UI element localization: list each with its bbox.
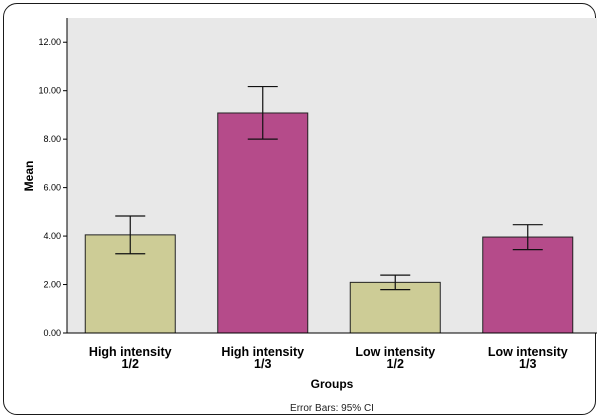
y-tick-label: 6.00 — [43, 183, 61, 193]
y-tick-label: 12.00 — [38, 37, 61, 47]
bar — [217, 112, 309, 334]
x-category-label: 1/3 — [519, 357, 536, 371]
bar — [349, 281, 441, 334]
y-axis-title: Mean — [22, 161, 36, 192]
error-bars-note: Error Bars: 95% CI — [290, 403, 374, 414]
y-tick-label: 8.00 — [43, 134, 61, 144]
x-category-label: High intensity — [89, 345, 172, 359]
y-tick-label: 0.00 — [43, 328, 61, 338]
x-category-label: 1/2 — [122, 357, 139, 371]
y-tick-label: 2.00 — [43, 280, 61, 290]
x-category-label: 1/3 — [254, 357, 271, 371]
error-bars-group — [115, 85, 543, 291]
y-tick-label: 4.00 — [43, 231, 61, 241]
bar — [482, 236, 574, 334]
x-category-label: 1/2 — [387, 357, 404, 371]
x-axis-title: Groups — [311, 377, 354, 391]
y-tick-label: 10.00 — [38, 86, 61, 96]
x-category-label: High intensity — [221, 345, 304, 359]
x-category-label: Low intensity — [488, 345, 568, 359]
y-axis-ticks: 0.00 2.00 4.00 6.00 8.00 10.00 12.00 — [38, 37, 67, 338]
x-category-label: Low intensity — [355, 345, 435, 359]
